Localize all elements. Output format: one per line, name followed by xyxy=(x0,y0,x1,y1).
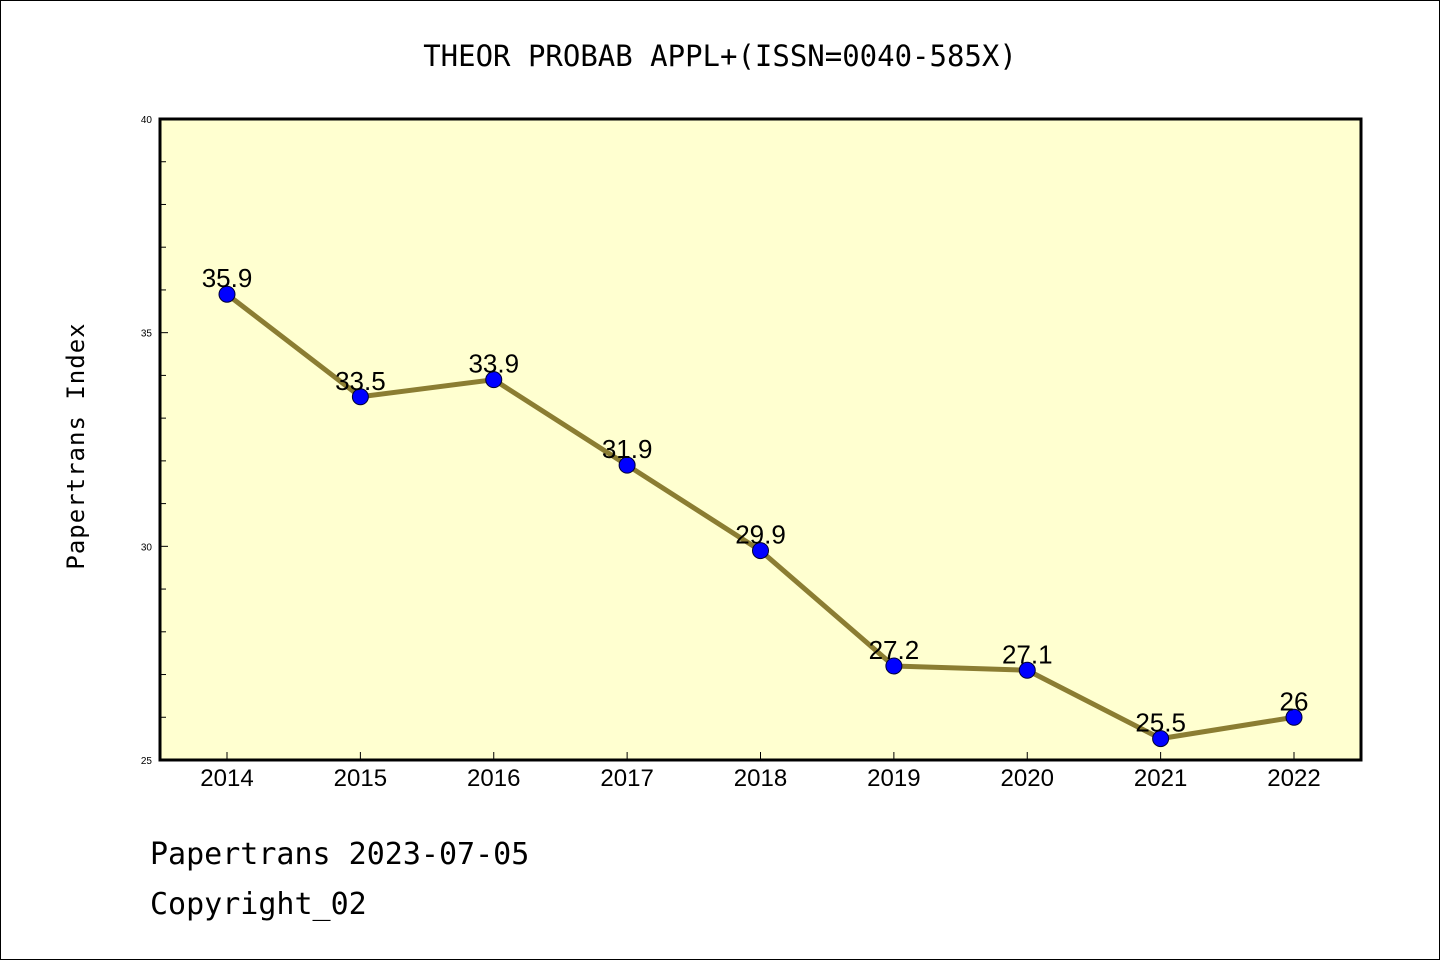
x-tick-label: 2020 xyxy=(1001,765,1054,792)
data-label: 25.5 xyxy=(1135,708,1186,738)
data-label: 31.9 xyxy=(602,434,653,464)
x-tick-label: 2021 xyxy=(1134,765,1187,792)
data-point xyxy=(885,657,903,675)
data-point xyxy=(1152,730,1170,748)
data-point xyxy=(1285,708,1303,726)
x-tick-label: 2014 xyxy=(200,765,253,792)
data-label: 33.9 xyxy=(468,349,519,379)
data-label: 29.9 xyxy=(735,520,786,550)
data-labels: 35.9 33.5 33.9 31.9 29.9 27.2 27.1 25.5 26 xyxy=(202,263,1309,737)
data-markers xyxy=(218,285,1303,748)
footer-copyright: Copyright_02 xyxy=(150,887,367,922)
y-tick-label: 35 xyxy=(141,329,153,340)
footer-date: Papertrans 2023-07-05 xyxy=(150,837,529,872)
y-tick-label: 40 xyxy=(141,115,153,126)
data-point xyxy=(1018,661,1036,679)
data-point xyxy=(351,388,369,406)
x-tick-label: 2018 xyxy=(734,765,787,792)
x-tick-label: 2019 xyxy=(867,765,920,792)
x-axis-ticks: 2014 2015 2016 2017 2018 2019 2020 2021 2022 xyxy=(200,752,1321,792)
y-axis-ticks: 25 30 35 40 xyxy=(141,115,153,767)
x-tick-label: 2017 xyxy=(600,765,653,792)
data-label: 35.9 xyxy=(202,263,253,293)
y-tick-label: 25 xyxy=(141,756,153,767)
data-label: 27.1 xyxy=(1002,639,1053,669)
plot-area xyxy=(158,117,1363,762)
data-label: 26 xyxy=(1280,686,1309,716)
x-tick-label: 2016 xyxy=(467,765,520,792)
x-tick-label: 2015 xyxy=(334,765,387,792)
data-point xyxy=(752,542,769,560)
y-minor-ticks xyxy=(160,118,168,761)
data-point xyxy=(218,285,236,303)
chart-title: THEOR PROBAB APPL+(ISSN=0040-585X) xyxy=(423,39,1017,73)
x-tick-label: 2022 xyxy=(1267,765,1320,792)
y-axis-label: Papertrans Index xyxy=(62,322,90,569)
data-label: 33.5 xyxy=(335,366,386,396)
y-tick-label: 30 xyxy=(141,542,153,553)
data-point xyxy=(485,371,503,389)
data-point xyxy=(618,456,636,474)
data-label: 27.2 xyxy=(869,635,920,665)
